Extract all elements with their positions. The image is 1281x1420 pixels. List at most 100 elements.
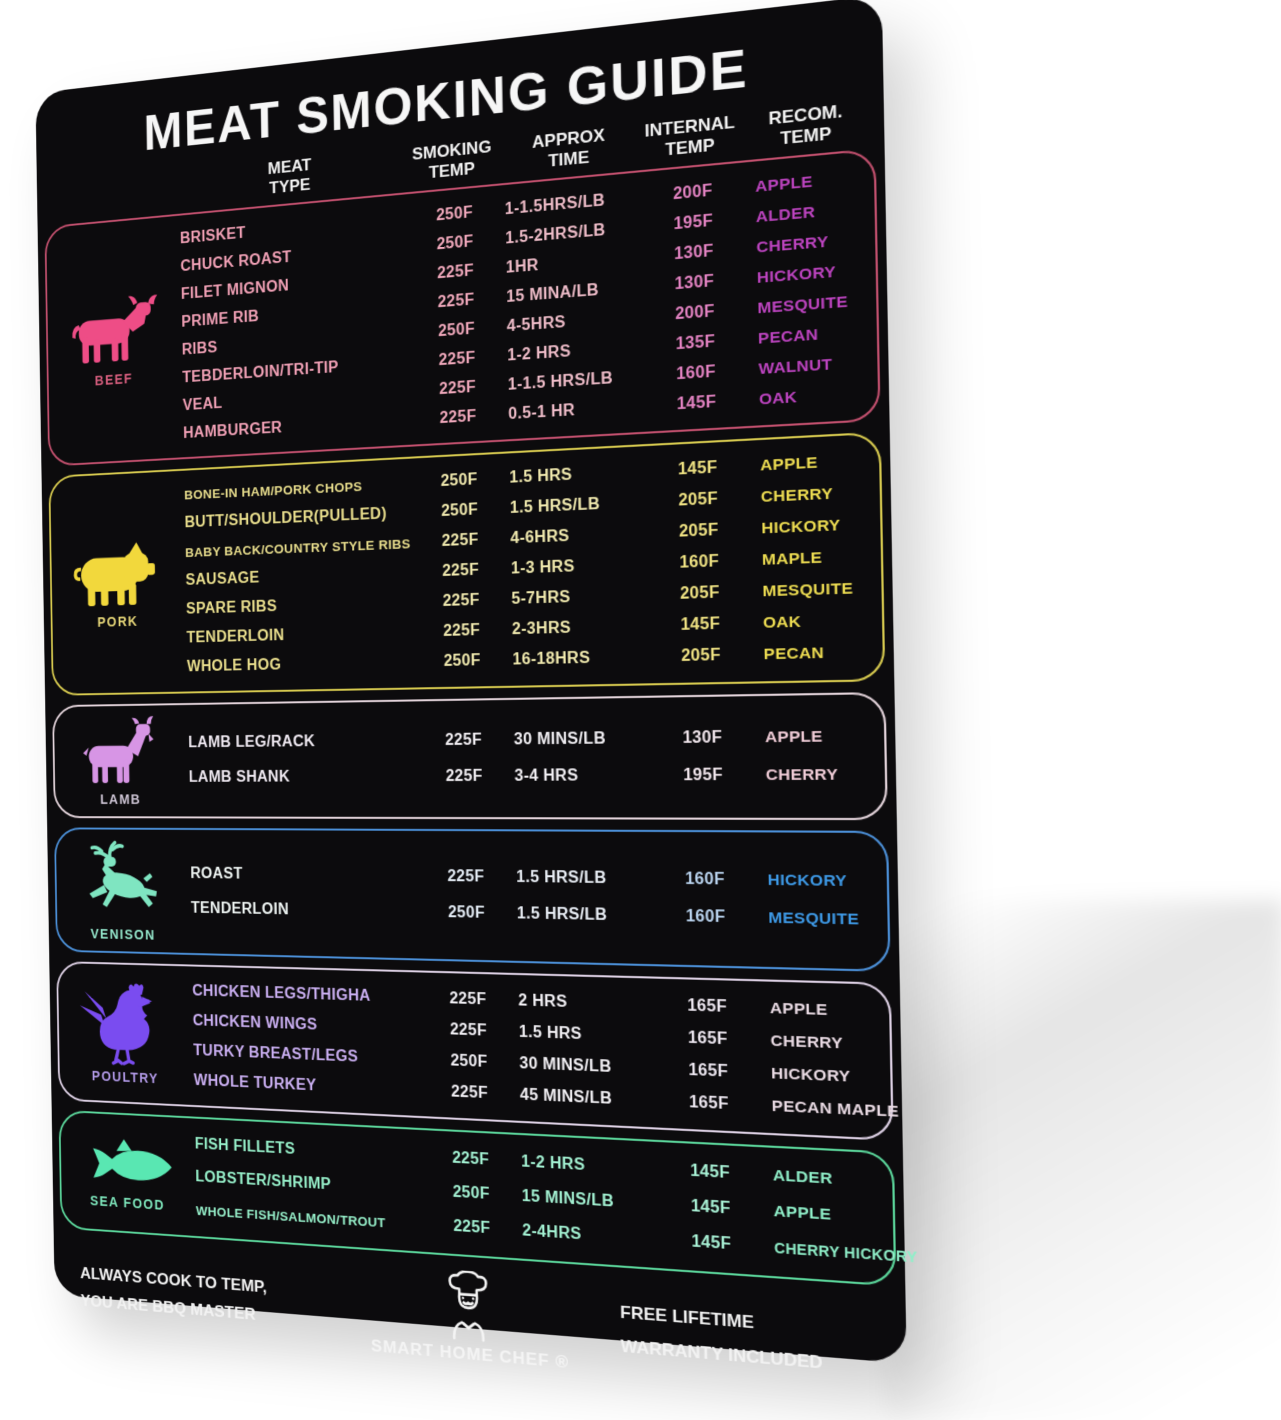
internal-temp-cell: 165F [688, 1061, 729, 1081]
section-rows: FISH FILLETS 225F 1-2 HRS 145F ALDER LOBSTER/… [193, 1128, 918, 1275]
magnet-sign: MEAT SMOKING GUIDE MEAT TYPE SMOKING TEM… [35, 0, 918, 1372]
smoking-temp-cell: 250F [447, 904, 486, 923]
approx-time-cell: 1.5 HRS [509, 466, 573, 487]
internal-temp-cell: 165F [688, 1093, 729, 1113]
smoking-temp-cell: 250F [450, 1051, 488, 1071]
deer-icon [72, 839, 172, 925]
smoking-temp-cell: 225F [444, 731, 483, 750]
recommended-wood-cell: CHERRY [765, 766, 839, 785]
pig-icon [68, 536, 168, 614]
internal-temp-cell: 130F [673, 242, 714, 263]
sheep-icon [70, 715, 170, 790]
smoking-temp-cell: 225F [445, 768, 483, 786]
section-label: BEEF [94, 370, 134, 389]
section-icon-cell: SEA FOOD [60, 1121, 194, 1226]
meat-name-cell: CHICKEN WINGS [192, 1012, 318, 1034]
meat-name-cell: BUTT/SHOULDER(PULLED) [184, 505, 387, 532]
section-icon-cell: LAMB [54, 715, 188, 808]
smoking-temp-cell: 225F [438, 378, 477, 398]
table-row: LAMB SHANK 225F 3-4 HRS 195F CHERRY [187, 756, 870, 795]
smoking-temp-cell: 225F [449, 989, 487, 1009]
column-header-smoking-temp: SMOKING TEMP [408, 136, 497, 188]
meat-name-cell: SAUSAGE [185, 569, 260, 589]
section-label: VENISON [90, 926, 156, 943]
recommended-wood-cell: CHERRY [770, 1031, 844, 1053]
recommended-wood-cell: APPLE [760, 454, 818, 475]
warranty-note: FREE LIFETIME WARRANTY INCLUDED [589, 1294, 878, 1384]
recommended-wood-cell: MESQUITE [757, 292, 849, 318]
meat-name-cell: WHOLE FISH/SALMON/TROUT [195, 1202, 386, 1230]
meat-name-cell: BABY BACK/COUNTRY STYLE RIBS [185, 535, 411, 560]
recommended-wood-cell: HICKORY [761, 516, 841, 538]
internal-temp-cell: 160F [684, 870, 725, 889]
internal-temp-cell: 130F [674, 272, 715, 293]
meat-name-cell: WHOLE HOG [186, 656, 282, 676]
section-icon-cell: POULTRY [58, 972, 192, 1095]
recommended-wood-cell: HICKORY [756, 262, 837, 287]
approx-time-cell: 45 MINS/LB [519, 1085, 613, 1108]
recommended-wood-cell: MESQUITE [762, 579, 854, 601]
smoking-temp-cell: 250F [440, 501, 479, 521]
approx-time-cell: 1.5 HRS [518, 1023, 583, 1043]
approx-time-cell: 0.5-1 HR [508, 401, 576, 423]
approx-time-cell: 1-3 HRS [510, 558, 575, 578]
meat-name-cell: TENDERLOIN [186, 627, 285, 647]
meat-name-cell: TENDERLOIN [190, 900, 289, 919]
section-pork: PORK BONE-IN HAM/PORK CHOPS 250F 1.5 HRS 145… [48, 431, 886, 696]
recommended-wood-cell: PECAN MAPLE [771, 1096, 900, 1121]
internal-temp-cell: 145F [690, 1162, 731, 1183]
internal-temp-cell: 145F [691, 1233, 732, 1254]
hen-icon [75, 981, 175, 1070]
recommended-wood-cell: CHERRY [760, 485, 834, 507]
internal-temp-cell: 145F [680, 615, 721, 635]
meat-name-cell: CHICKEN LEGS/THIGHA [192, 982, 371, 1005]
approx-time-cell: 3-4 HRS [514, 767, 579, 786]
internal-temp-cell: 130F [682, 729, 723, 748]
approx-time-cell: 30 MINS/LB [519, 1054, 612, 1076]
meat-name-cell: LAMB SHANK [188, 769, 291, 786]
recommended-wood-cell: APPLE [764, 728, 823, 747]
smoking-temp-cell: 225F [437, 291, 475, 311]
approx-time-cell: 15 MINS/LB [521, 1187, 614, 1211]
recommended-wood-cell: APPLE [755, 172, 813, 196]
section-icon-cell: BEEF [46, 225, 181, 455]
approx-time-cell: 2-3HRS [511, 619, 572, 639]
meat-name-cell: BONE-IN HAM/PORK CHOPS [184, 478, 363, 502]
meat-name-cell: LAMB LEG/RACK [188, 733, 316, 752]
cow-icon [64, 292, 164, 374]
table-row: LAMB LEG/RACK 225F 30 MINS/LB 130F APPLE [186, 718, 869, 761]
approx-time-cell: 4-5HRS [506, 313, 566, 335]
recommended-wood-cell: APPLE [773, 1202, 832, 1224]
smoking-temp-cell: 225F [436, 261, 475, 282]
internal-temp-cell: 205F [678, 521, 719, 541]
meat-name-cell: ROAST [190, 865, 243, 883]
approx-time-cell: 1.5 HRS/LB [516, 869, 607, 888]
column-header-recom-temp: RECOM. TEMP [737, 98, 876, 157]
recommended-wood-cell: PECAN [757, 325, 819, 348]
internal-temp-cell: 160F [675, 362, 716, 383]
section-label: PORK [97, 613, 139, 630]
section-label: POULTRY [91, 1067, 159, 1087]
internal-temp-cell: 195F [683, 766, 724, 785]
approx-time-cell: 30 MINS/LB [513, 730, 606, 749]
meat-name-cell: TURKY BREAST/LEGS [193, 1042, 359, 1066]
smoking-temp-cell: 250F [440, 471, 478, 491]
recommended-wood-cell: HICKORY [770, 1064, 851, 1086]
internal-temp-cell: 205F [678, 490, 719, 510]
meat-name-cell: WHOLE TURKEY [193, 1071, 317, 1094]
recommended-wood-cell: OAK [762, 613, 802, 633]
approx-time-cell: 1-2 HRS [507, 342, 572, 365]
section-label: SEA FOOD [89, 1192, 165, 1214]
internal-temp-cell: 165F [687, 1028, 728, 1048]
section-icon-cell: PORK [50, 480, 185, 684]
internal-temp-cell: 205F [679, 584, 720, 604]
internal-temp-cell: 200F [672, 181, 713, 203]
smoking-temp-cell: 225F [442, 591, 480, 611]
recommended-wood-cell: PECAN [763, 644, 825, 664]
approx-time-cell: 2-4HRS [522, 1222, 582, 1244]
chef-icon [437, 1269, 499, 1345]
footer-note: ALWAYS COOK TO TEMP, YOU ARE BBQ MASTER [80, 1260, 351, 1337]
internal-temp-cell: 160F [685, 908, 726, 927]
smoking-temp-cell: 225F [442, 561, 480, 581]
smoking-temp-cell: 225F [450, 1083, 489, 1102]
